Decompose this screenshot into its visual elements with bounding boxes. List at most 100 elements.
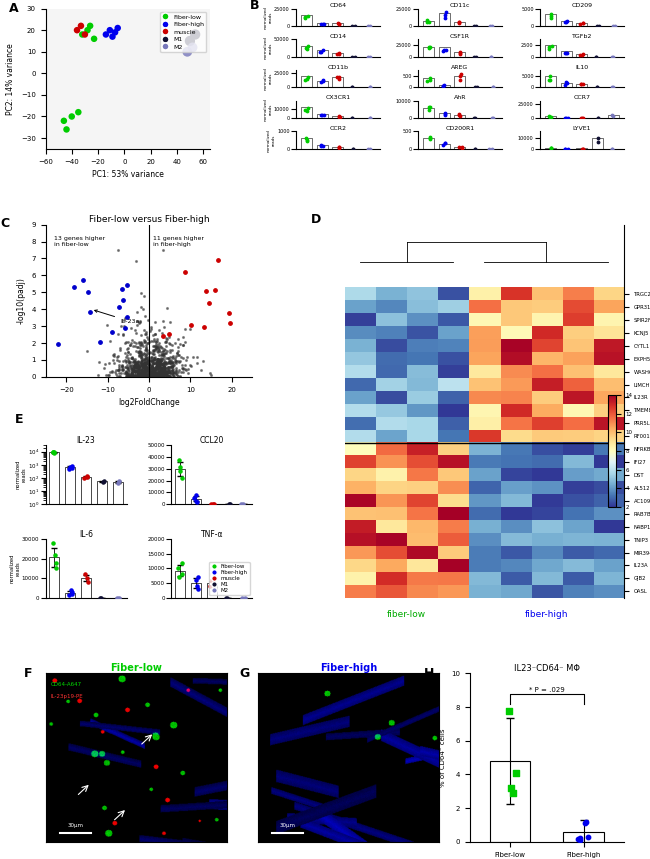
Bar xyxy=(454,76,465,88)
Point xyxy=(147,354,157,368)
Point xyxy=(80,27,90,41)
Point xyxy=(172,344,183,358)
Point xyxy=(114,591,125,605)
Point xyxy=(152,358,162,372)
Point xyxy=(123,344,133,358)
Point xyxy=(144,358,154,372)
Point xyxy=(423,40,434,53)
Point xyxy=(302,42,312,56)
Point xyxy=(136,357,147,371)
Point xyxy=(156,369,166,383)
Point xyxy=(140,327,150,341)
Point xyxy=(145,355,155,369)
Point xyxy=(140,367,150,381)
Point xyxy=(148,344,159,357)
Point xyxy=(363,19,374,33)
Point xyxy=(441,5,451,19)
Point xyxy=(142,345,152,359)
Point xyxy=(150,327,161,341)
Point xyxy=(159,356,170,369)
Point xyxy=(144,354,155,368)
Point xyxy=(157,361,167,375)
Point xyxy=(578,111,588,125)
Point xyxy=(78,273,88,287)
Point xyxy=(455,73,465,87)
Point xyxy=(161,367,172,381)
Point xyxy=(454,140,464,154)
Point xyxy=(147,362,157,375)
Point xyxy=(149,366,159,380)
Point xyxy=(168,349,178,362)
Point xyxy=(169,358,179,372)
Point xyxy=(167,356,177,369)
Point xyxy=(49,548,60,562)
Point xyxy=(124,356,135,369)
Point xyxy=(581,814,592,828)
Point xyxy=(133,359,143,373)
Point xyxy=(146,369,157,383)
Point xyxy=(138,289,149,303)
Point xyxy=(422,13,432,27)
Point xyxy=(177,556,188,570)
Point xyxy=(365,142,376,155)
Point xyxy=(136,357,147,371)
Point xyxy=(120,337,130,350)
Point xyxy=(135,345,146,359)
Point xyxy=(469,19,479,33)
Point xyxy=(139,355,150,369)
Point xyxy=(155,368,166,381)
Point xyxy=(334,140,345,154)
Point xyxy=(84,305,95,319)
Point xyxy=(150,363,161,377)
Point xyxy=(510,766,521,780)
Point xyxy=(142,362,152,376)
Point xyxy=(134,365,144,379)
Point xyxy=(562,46,573,60)
Point xyxy=(107,365,117,379)
Point xyxy=(332,46,342,60)
Point xyxy=(363,50,373,64)
Point xyxy=(105,23,115,37)
Point xyxy=(151,362,161,376)
Point xyxy=(135,301,146,314)
Point xyxy=(138,335,149,349)
Point xyxy=(149,356,159,370)
Point xyxy=(157,348,167,362)
Point xyxy=(112,350,123,363)
Point xyxy=(123,363,133,377)
Point xyxy=(183,362,193,376)
Bar xyxy=(81,477,91,859)
Point xyxy=(151,356,162,369)
Point xyxy=(136,356,146,370)
Point xyxy=(302,101,313,115)
Point xyxy=(117,354,127,368)
Point xyxy=(544,40,554,53)
Point xyxy=(140,360,151,374)
Point xyxy=(144,352,155,366)
Point xyxy=(136,366,147,380)
Point xyxy=(137,359,148,373)
Point xyxy=(138,367,149,381)
Text: * P = .029: * P = .029 xyxy=(529,687,565,693)
Point xyxy=(470,111,480,125)
Point xyxy=(162,369,172,383)
Bar xyxy=(97,481,107,859)
Point xyxy=(141,364,151,378)
Point xyxy=(190,494,201,508)
Point xyxy=(455,69,465,82)
Point xyxy=(111,368,122,381)
Point xyxy=(159,359,169,373)
Bar xyxy=(423,107,434,119)
Point xyxy=(102,318,112,332)
Point xyxy=(158,369,168,383)
Point xyxy=(171,361,181,375)
Point xyxy=(141,348,151,362)
Point xyxy=(560,111,570,125)
Point xyxy=(155,367,166,381)
Point xyxy=(148,367,159,381)
Point xyxy=(148,369,159,383)
Point xyxy=(160,368,170,381)
Point xyxy=(67,587,77,600)
Point xyxy=(138,323,149,337)
Point xyxy=(158,357,168,371)
